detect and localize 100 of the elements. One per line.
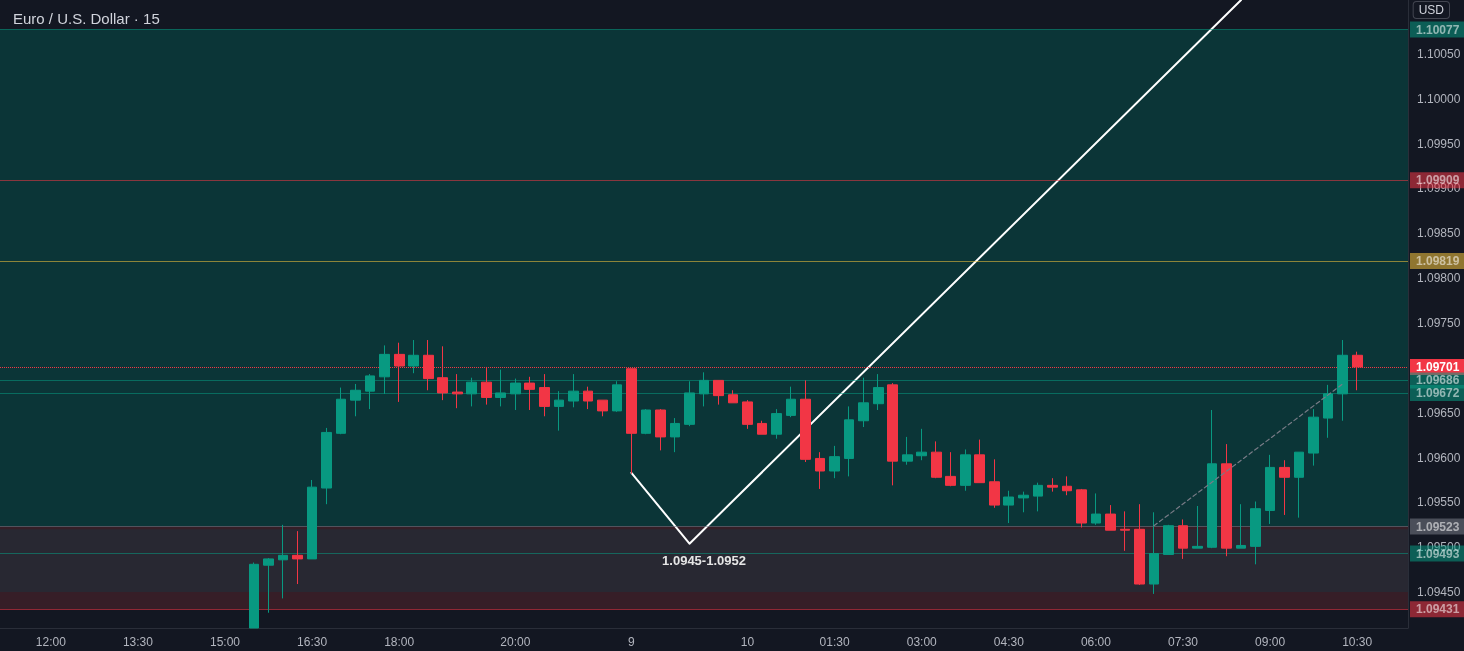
candlestick	[945, 451, 956, 487]
x-tick-label: 10:30	[1342, 635, 1373, 649]
candlestick	[655, 408, 666, 451]
candlestick	[612, 380, 622, 413]
candlestick	[292, 530, 303, 585]
ref-line-label: 1.10077	[1416, 22, 1460, 37]
candlestick	[800, 379, 811, 463]
x-tick-label: 20:00	[500, 635, 531, 649]
candlestick	[1134, 503, 1145, 586]
text: Euro / U.S. Dollar · 15	[13, 10, 160, 27]
candlestick	[742, 399, 753, 430]
candlestick	[495, 369, 506, 407]
candlestick	[1221, 443, 1232, 557]
x-tick-label: 10	[740, 635, 755, 649]
candlestick	[1265, 454, 1275, 525]
candlestick	[844, 405, 854, 477]
candlestick	[1192, 505, 1203, 549]
x-tick-label: 07:30	[1167, 635, 1199, 649]
ref-line-label: 1.09431	[1416, 602, 1460, 617]
candlestick	[887, 382, 898, 486]
candlestick	[1120, 510, 1130, 552]
x-tick-label: 12:00	[35, 635, 67, 649]
candlestick	[1294, 451, 1304, 519]
candlestick	[249, 562, 259, 629]
candlestick	[713, 379, 724, 406]
candlestick	[989, 458, 1000, 509]
candlestick	[1250, 501, 1261, 565]
candlestick	[1308, 408, 1319, 467]
candlestick	[1163, 524, 1174, 555]
candlestick	[263, 557, 274, 614]
candlestick	[931, 440, 942, 479]
candlestick	[350, 383, 361, 417]
ref-line-label: 1.09686	[1416, 373, 1460, 388]
candlestick	[1018, 491, 1029, 513]
candlestick	[1076, 488, 1087, 529]
candlestick	[1091, 492, 1101, 526]
ref-line-label: 1.09672	[1416, 385, 1460, 400]
y-tick-label: 1.09850	[1417, 226, 1461, 241]
candlestick	[1236, 503, 1246, 549]
candlestick	[829, 445, 840, 479]
band-label: 1.0945-1.0952	[662, 553, 746, 569]
candlestick	[1062, 475, 1072, 496]
candlestick	[684, 380, 695, 427]
candlestick	[902, 436, 913, 466]
candlestick	[960, 448, 971, 492]
candlestick	[408, 339, 419, 374]
candlestick	[1047, 477, 1058, 493]
candlestick	[786, 386, 796, 418]
candlestick	[873, 373, 884, 411]
ref-line-label: 1.09701	[1416, 359, 1460, 374]
candlestick	[1149, 511, 1159, 595]
x-tick-label: 06:00	[1080, 635, 1112, 649]
candlestick	[641, 408, 651, 435]
candlestick	[1207, 409, 1217, 549]
x-tick-label: 03:00	[906, 635, 938, 649]
candlestick	[466, 377, 477, 407]
ref-line-label: 1.09523	[1416, 519, 1460, 534]
candlestick	[1178, 518, 1188, 560]
y-tick-label: 1.09550	[1417, 495, 1461, 510]
candlestick	[524, 376, 535, 411]
y-tick-label: 1.09600	[1417, 450, 1461, 465]
candlestick	[1003, 490, 1014, 524]
x-tick-label: 13:30	[122, 635, 154, 649]
candlestick	[974, 439, 985, 484]
candlestick	[757, 420, 767, 435]
y-tick-label: 1.09950	[1417, 136, 1461, 151]
x-tick-label: 18:00	[384, 635, 415, 649]
candlestick	[916, 428, 927, 461]
candlestick	[597, 399, 608, 417]
candlestick	[539, 373, 550, 417]
candlestick	[336, 387, 346, 435]
y-tick-label: 1.09650	[1417, 405, 1461, 420]
x-tick-label: 09:00	[1255, 635, 1286, 649]
x-tick-label: 01:30	[819, 635, 850, 649]
candlestick	[728, 389, 738, 404]
candlestick	[1279, 459, 1290, 516]
y-tick-label: 1.09750	[1417, 315, 1461, 330]
candlestick	[568, 373, 579, 408]
y-tick-label: 1.09800	[1417, 271, 1461, 286]
x-tick-label: 15:00	[209, 635, 241, 649]
candlestick	[379, 344, 390, 395]
x-tick-label: 16:30	[297, 635, 328, 649]
candlestick	[699, 371, 709, 407]
candlestick	[1323, 384, 1333, 439]
candlestick	[1337, 339, 1348, 422]
y-tick-label: 1.09450	[1417, 585, 1461, 600]
candlestick	[771, 408, 782, 440]
candlestick	[1033, 482, 1043, 512]
ref-line-label: 1.09819	[1416, 254, 1460, 269]
candlestick	[1105, 504, 1116, 531]
candlestick	[278, 524, 288, 599]
y-tick-label: 1.10000	[1417, 91, 1461, 106]
x-tick-label: 9	[628, 635, 636, 649]
candlestick	[365, 373, 375, 410]
candlestick	[307, 479, 317, 560]
candlestick	[858, 377, 869, 428]
candlestick	[510, 378, 521, 411]
candlestick	[554, 390, 564, 432]
candlestick	[583, 386, 593, 410]
candlestick	[670, 417, 680, 453]
